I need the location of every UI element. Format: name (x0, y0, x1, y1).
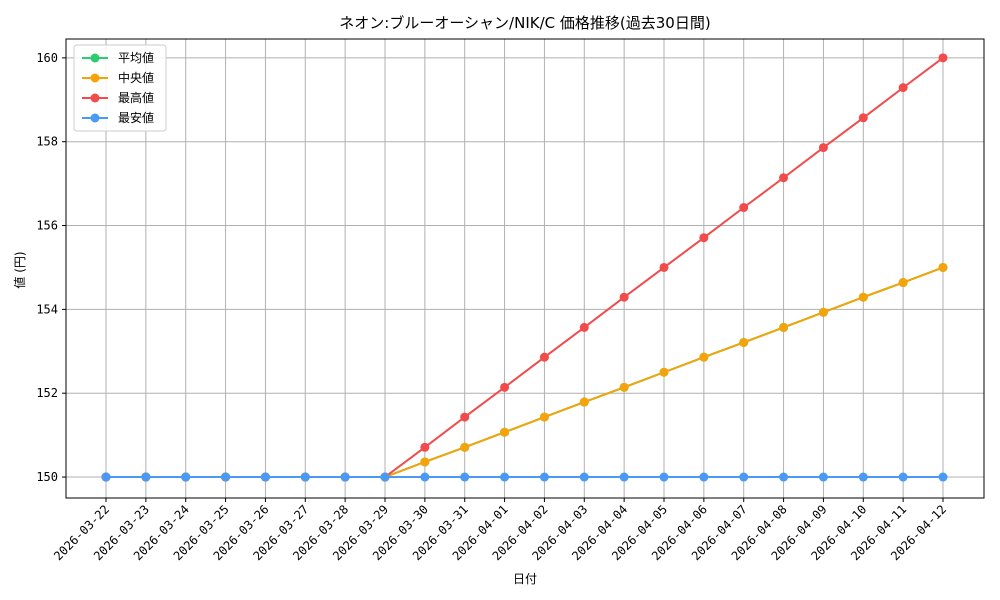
data-point (739, 472, 749, 482)
data-point (898, 472, 908, 482)
data-point (938, 53, 948, 63)
y-tick-label: 156 (36, 219, 58, 233)
legend-label: 中央値 (118, 70, 154, 85)
axes (62, 38, 985, 502)
data-point (659, 472, 669, 482)
legend-label: 最安値 (118, 110, 154, 125)
data-point (460, 412, 470, 422)
data-point (579, 322, 589, 332)
data-point (500, 382, 510, 392)
legend-swatch-marker (90, 93, 100, 103)
y-tick-label: 152 (36, 386, 58, 400)
data-point (858, 292, 868, 302)
data-point (500, 427, 510, 437)
data-point (260, 472, 270, 482)
data-point (818, 472, 828, 482)
data-point (539, 352, 549, 362)
data-point (420, 472, 430, 482)
legend-box (73, 44, 167, 132)
data-point (579, 397, 589, 407)
data-point (539, 472, 549, 482)
data-point (858, 472, 868, 482)
data-point (779, 322, 789, 332)
data-point (699, 352, 709, 362)
legend-swatch-marker (90, 53, 100, 63)
data-point (340, 472, 350, 482)
tick-labels: 2026-03-222026-03-232026-03-242026-03-25… (36, 51, 949, 563)
data-point (699, 233, 709, 243)
data-point (619, 472, 629, 482)
data-point (380, 472, 390, 482)
series-lines (101, 53, 948, 482)
data-point (938, 262, 948, 272)
y-tick-label: 150 (36, 470, 58, 484)
data-point (181, 472, 191, 482)
chart-title: ネオン:ブルーオーシャン/NIK/C 価格推移(過去30日間) (339, 14, 710, 32)
data-point (500, 472, 510, 482)
data-point (858, 113, 868, 123)
data-point (300, 472, 310, 482)
y-tick-label: 158 (36, 135, 58, 149)
series-3 (101, 472, 948, 482)
y-tick-label: 154 (36, 302, 58, 316)
x-axis-label: 日付 (513, 572, 537, 586)
data-point (420, 442, 430, 452)
grid (66, 39, 984, 498)
legend-swatch-marker (90, 113, 100, 123)
series-2 (101, 53, 948, 482)
y-tick-label: 160 (36, 51, 58, 65)
legend-swatch-marker (90, 73, 100, 83)
data-point (539, 412, 549, 422)
data-point (221, 472, 231, 482)
data-point (101, 472, 111, 482)
data-point (619, 382, 629, 392)
data-point (818, 143, 828, 153)
data-point (739, 337, 749, 347)
data-point (420, 457, 430, 467)
data-point (460, 472, 470, 482)
plot-frame (65, 38, 985, 499)
data-point (779, 173, 789, 183)
series-line (106, 57, 944, 479)
data-point (460, 442, 470, 452)
data-point (938, 472, 948, 482)
data-point (141, 472, 151, 482)
data-point (699, 472, 709, 482)
data-point (898, 278, 908, 288)
data-point (739, 203, 749, 213)
legend-label: 最高値 (118, 90, 154, 105)
data-point (898, 83, 908, 93)
data-point (579, 472, 589, 482)
data-point (818, 307, 828, 317)
data-point (659, 262, 669, 272)
data-point (659, 367, 669, 377)
legend-label: 平均値 (118, 50, 154, 65)
data-point (619, 292, 629, 302)
y-axis-label: 値 (円) (12, 251, 27, 288)
data-point (779, 472, 789, 482)
